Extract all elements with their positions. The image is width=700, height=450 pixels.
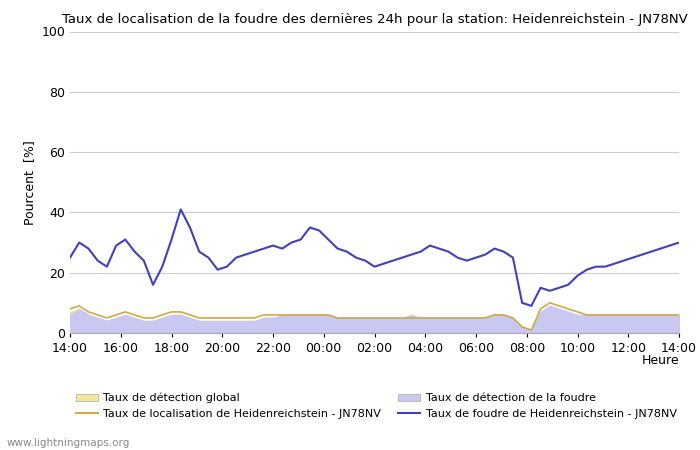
Title: Taux de localisation de la foudre des dernières 24h pour la station: Heidenreich: Taux de localisation de la foudre des de…: [62, 13, 687, 26]
Y-axis label: Pourcent  [%]: Pourcent [%]: [22, 140, 36, 225]
Legend: Taux de détection global, Taux de localisation de Heidenreichstein - JN78NV, Tau: Taux de détection global, Taux de locali…: [76, 393, 677, 419]
Text: Heure: Heure: [641, 354, 679, 367]
Text: www.lightningmaps.org: www.lightningmaps.org: [7, 438, 130, 448]
